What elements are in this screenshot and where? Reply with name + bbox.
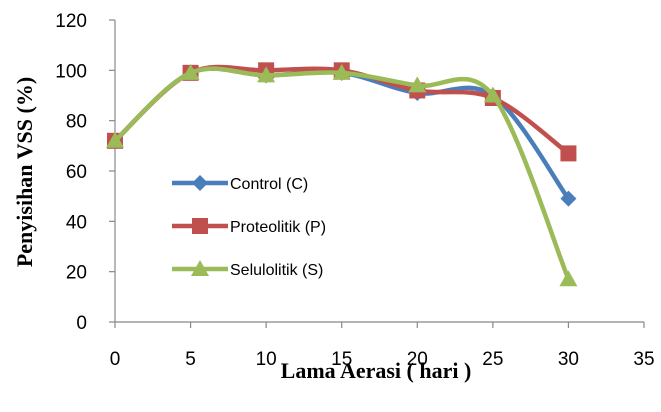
legend-item: Proteolitik (P) — [172, 218, 326, 236]
series-2 — [106, 63, 578, 287]
axes — [109, 19, 645, 328]
legend: Control (C) Proteolitik (P) Selulolitik (S… — [172, 175, 326, 279]
series-0 — [107, 64, 577, 207]
data-point — [257, 66, 276, 83]
y-tick-label: 120 — [55, 11, 87, 32]
x-tick-label: 15 — [331, 349, 352, 370]
x-tick-label: 25 — [482, 349, 503, 370]
data-point — [408, 76, 427, 93]
y-tick-label: 80 — [66, 112, 87, 133]
data-point — [560, 190, 577, 207]
x-tick-labels: 0 5 10 15 20 25 30 35 — [110, 349, 655, 370]
y-axis-title: Penyisihan VSS (%) — [12, 77, 37, 267]
legend-item: Control (C) — [172, 175, 308, 193]
y-tick-label: 20 — [66, 263, 87, 284]
data-point — [559, 270, 578, 287]
x-tick-label: 10 — [256, 349, 277, 370]
x-tick-label: 30 — [558, 349, 579, 370]
x-axis-title: Lama Aerasi ( hari ) — [281, 358, 472, 383]
legend-label: Control (C) — [230, 176, 308, 193]
y-tick-label: 0 — [76, 313, 87, 334]
data-point — [106, 131, 124, 148]
y-tick-label: 40 — [66, 212, 87, 233]
x-tick-label: 5 — [185, 349, 196, 370]
x-tick-label: 0 — [110, 349, 121, 370]
x-tick-label: 35 — [633, 349, 654, 370]
x-tick-label: 20 — [407, 349, 428, 370]
legend-marker — [191, 260, 209, 276]
y-tick-label: 60 — [66, 162, 87, 183]
y-tick-label: 100 — [55, 61, 87, 82]
legend-label: Selulolitik (S) — [230, 262, 323, 279]
series-layer — [106, 62, 578, 287]
y-tick-labels: 0 20 40 60 80 100 120 — [55, 11, 87, 334]
legend-marker — [192, 175, 208, 191]
data-point — [181, 63, 200, 80]
legend-label: Proteolitik (P) — [230, 219, 326, 236]
data-point — [560, 145, 577, 162]
data-point — [483, 86, 502, 103]
legend-marker — [192, 218, 208, 234]
data-point — [332, 63, 351, 80]
series-line — [112, 66, 571, 201]
legend-item: Selulolitik (S) — [172, 260, 323, 279]
